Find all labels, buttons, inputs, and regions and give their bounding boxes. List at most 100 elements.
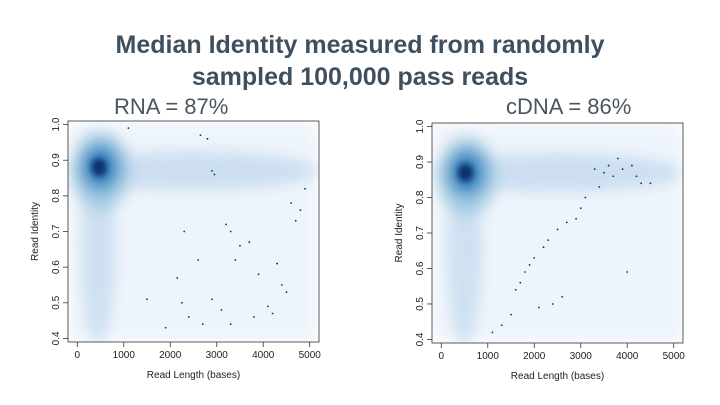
- outlier-point: [229, 230, 232, 233]
- density-field: [68, 121, 319, 342]
- y-axis-title: Read Identity: [30, 202, 41, 261]
- y-tick-label: 0.4: [415, 332, 426, 346]
- outlier-points: [127, 127, 306, 329]
- outlier-point: [626, 271, 629, 273]
- y-tick-label: 0.7: [415, 226, 426, 240]
- outlier-point: [547, 239, 550, 241]
- outlier-point: [201, 323, 204, 326]
- outlier-point: [630, 164, 633, 167]
- y-tick-label: 0.7: [51, 224, 62, 238]
- outlier-point: [575, 217, 577, 220]
- outlier-point: [294, 219, 297, 222]
- outlier-point: [271, 312, 274, 315]
- outlier-point: [519, 281, 522, 284]
- outlier-point: [617, 157, 619, 160]
- outlier-point: [607, 164, 610, 167]
- outlier-point: [229, 323, 232, 326]
- outlier-point: [649, 182, 652, 185]
- outlier-point: [598, 185, 601, 188]
- outlier-point: [164, 326, 167, 329]
- outlier-point: [285, 291, 288, 293]
- outlier-point: [180, 301, 183, 304]
- outlier-point: [524, 271, 526, 273]
- y-tick-label: 1.0: [51, 117, 62, 131]
- slide-title-line2: sampled 100,000 pass reads: [191, 63, 529, 91]
- x-tick-label: 0: [75, 350, 81, 361]
- y-tick-label: 1.0: [415, 119, 426, 133]
- rna-panel-title: RNA = 87%: [114, 94, 229, 119]
- y-tick-label: 0.5: [51, 295, 62, 309]
- outlier-point: [253, 316, 255, 318]
- y-axis-title: Read Identity: [394, 204, 405, 263]
- y-tick-label: 0.5: [415, 297, 426, 311]
- x-tick-label: 4000: [252, 350, 275, 361]
- x-tick-label: 5000: [663, 351, 686, 362]
- outlier-point: [225, 223, 227, 226]
- outlier-point: [556, 228, 559, 231]
- outlier-point: [533, 256, 536, 259]
- outlier-point: [211, 170, 213, 172]
- outlier-point: [280, 284, 283, 286]
- outlier-point: [612, 175, 615, 178]
- outlier-point: [220, 309, 223, 311]
- outlier-point: [542, 246, 545, 249]
- density-field: [432, 123, 683, 343]
- outlier-point: [239, 244, 241, 247]
- x-tick-label: 3000: [206, 350, 229, 361]
- outlier-point: [565, 221, 568, 224]
- x-tick-label: 5000: [299, 350, 322, 361]
- x-tick-label: 1000: [477, 351, 500, 362]
- outlier-point: [213, 173, 216, 176]
- outlier-point: [290, 202, 293, 204]
- outlier-point: [234, 259, 237, 261]
- outlier-point: [266, 305, 269, 308]
- x-tick-label: 3000: [570, 351, 593, 362]
- x-tick-label: 2000: [523, 351, 546, 362]
- outlier-point: [199, 134, 202, 137]
- y-tick-label: 0.9: [51, 153, 62, 167]
- outlier-point: [491, 331, 494, 334]
- slide-title-line1: Median Identity measured from randomly: [115, 31, 605, 59]
- outlier-point: [146, 298, 148, 301]
- outlier-point: [248, 241, 251, 244]
- outlier-point: [127, 127, 130, 130]
- outlier-point: [514, 288, 517, 291]
- y-tick-label: 0.6: [415, 261, 426, 275]
- outlier-point: [635, 175, 638, 178]
- outlier-point: [528, 264, 531, 266]
- outlier-point: [584, 196, 587, 199]
- outlier-point: [304, 187, 306, 190]
- x-tick-label: 1000: [113, 350, 136, 361]
- outlier-point: [551, 303, 554, 305]
- outlier-point: [206, 137, 209, 140]
- outlier-point: [621, 168, 624, 171]
- outlier-point: [538, 306, 540, 309]
- outlier-point: [510, 313, 512, 316]
- outlier-point: [176, 276, 179, 279]
- outlier-point: [211, 298, 213, 301]
- x-tick-label: 0: [439, 351, 445, 362]
- x-tick-label: 2000: [159, 350, 182, 361]
- outlier-point: [603, 171, 605, 174]
- outlier-point: [187, 316, 190, 318]
- outlier-point: [257, 273, 260, 276]
- y-tick-label: 0.8: [51, 188, 62, 202]
- outlier-point: [593, 168, 596, 171]
- outlier-point: [276, 262, 279, 265]
- y-tick-label: 0.4: [51, 331, 62, 345]
- outlier-point: [299, 209, 302, 212]
- x-tick-label: 4000: [616, 351, 639, 362]
- cdna-panel-title: cDNA = 86%: [506, 94, 632, 119]
- y-tick-label: 0.8: [415, 190, 426, 204]
- outlier-points: [491, 157, 652, 334]
- y-tick-label: 0.9: [415, 155, 426, 169]
- outlier-point: [579, 207, 582, 210]
- outlier-point: [183, 230, 186, 233]
- outlier-point: [500, 324, 503, 327]
- x-axis-title: Read Length (bases): [511, 371, 604, 382]
- outlier-point: [197, 259, 200, 261]
- y-tick-label: 0.6: [51, 260, 62, 274]
- outlier-point: [640, 182, 643, 185]
